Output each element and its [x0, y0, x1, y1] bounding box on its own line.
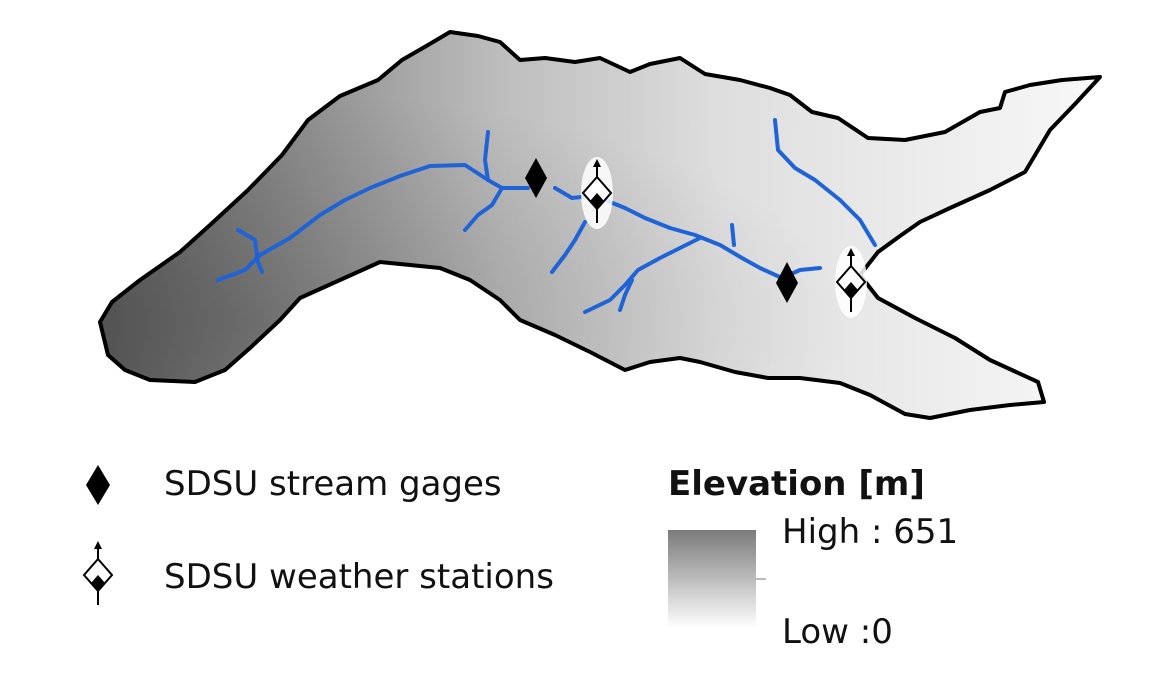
elevation-legend-title: Elevation [m]: [668, 464, 925, 504]
legend-stream-gage-icon: [86, 465, 110, 505]
elevation-high-label: High : 651: [782, 512, 959, 552]
stream-tributary-south-4: [618, 278, 634, 312]
stream-tributary-north-1: [483, 130, 490, 182]
stream-network: [216, 118, 877, 314]
stream-gage-icon[interactable]: [776, 262, 798, 303]
legend-weather-station-icon: [82, 541, 114, 605]
elevation-ramp-tick: [756, 578, 766, 580]
stream-tributary-north-2: [730, 223, 736, 247]
stream-gage-icon[interactable]: [525, 158, 547, 198]
stream-tributary-south-2: [550, 220, 587, 274]
stream-tributary-south-3: [583, 236, 702, 314]
weather-station-icon[interactable]: [581, 157, 613, 229]
elevation-color-ramp: [668, 530, 756, 628]
stream-tributary-west-1: [236, 228, 264, 274]
stream-tributary-south-1: [463, 186, 504, 232]
weather-station-icon[interactable]: [835, 246, 867, 318]
legend-weather-stations-label: SDSU weather stations: [164, 557, 554, 597]
stream-tributary-east: [773, 118, 877, 247]
elevation-low-label: Low :0: [782, 612, 893, 652]
legend-stream-gages-label: SDSU stream gages: [164, 464, 502, 504]
